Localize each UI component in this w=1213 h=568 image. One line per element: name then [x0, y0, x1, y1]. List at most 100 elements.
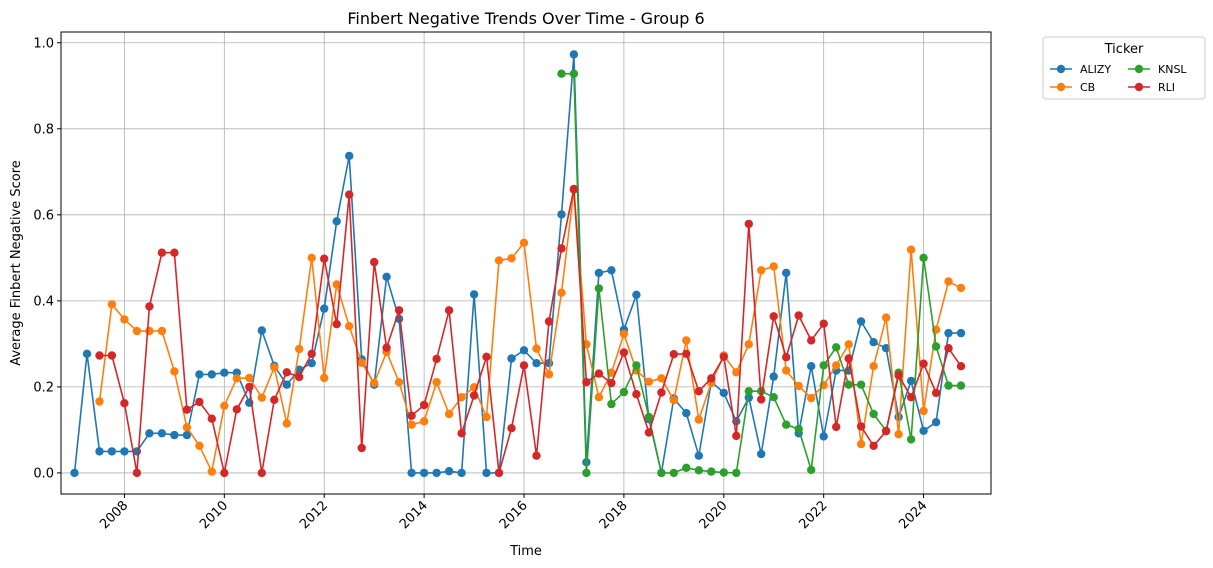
data-point-cb — [182, 423, 192, 432]
data-point-alizy — [694, 451, 703, 460]
legend-title: Ticker — [1104, 42, 1144, 57]
data-point-rli — [632, 390, 641, 399]
data-point-knsl — [906, 435, 916, 444]
legend-marker — [1056, 82, 1066, 92]
data-point-cb — [307, 253, 316, 262]
data-point-cb — [157, 326, 167, 336]
data-point-alizy — [195, 370, 204, 379]
data-point-alizy — [782, 268, 791, 278]
data-point-alizy — [95, 447, 104, 456]
data-point-cb — [232, 374, 241, 383]
data-point-cb — [694, 415, 703, 424]
data-point-cb — [220, 401, 229, 410]
data-point-alizy — [407, 468, 416, 478]
data-point-rli — [120, 399, 129, 408]
data-point-alizy — [507, 354, 516, 363]
data-point-knsl — [694, 466, 703, 475]
series-line-rli — [99, 188, 962, 474]
data-point-alizy — [819, 432, 828, 441]
data-point-rli — [557, 244, 566, 253]
data-point-cb — [532, 344, 541, 353]
data-point-alizy — [769, 372, 778, 381]
data-point-knsl — [782, 420, 791, 429]
data-point-knsl — [619, 387, 629, 397]
data-point-rli — [432, 354, 441, 364]
legend-marker — [1056, 64, 1066, 74]
data-point-cb — [457, 393, 466, 402]
data-point-knsl — [707, 467, 716, 476]
data-point-rli — [757, 395, 766, 404]
data-point-alizy — [220, 368, 229, 377]
series-rli — [95, 184, 966, 478]
data-point-rli — [145, 302, 154, 311]
data-point-cb — [557, 288, 566, 297]
data-point-alizy — [919, 426, 928, 435]
series-layer — [70, 50, 966, 478]
chart-title: Finbert Negative Trends Over Time - Grou… — [347, 9, 704, 28]
data-point-cb — [956, 283, 966, 293]
data-point-rli — [457, 429, 466, 438]
data-point-knsl — [769, 393, 778, 402]
data-point-rli — [944, 344, 953, 353]
data-point-cb — [844, 340, 853, 349]
data-point-knsl — [557, 69, 566, 78]
data-point-alizy — [332, 217, 341, 226]
data-point-rli — [357, 443, 366, 453]
data-point-rli — [657, 388, 666, 397]
data-point-alizy — [257, 326, 266, 335]
data-point-cb — [881, 313, 891, 322]
data-point-rli — [544, 317, 554, 326]
data-point-alizy — [482, 468, 491, 478]
data-point-rli — [894, 371, 903, 380]
data-point-alizy — [532, 359, 541, 368]
data-point-cb — [919, 406, 928, 416]
data-point-cb — [95, 397, 104, 406]
data-point-alizy — [157, 429, 167, 438]
data-point-knsl — [944, 381, 953, 390]
data-point-cb — [906, 245, 916, 254]
data-point-rli — [245, 382, 254, 392]
data-point-alizy — [956, 328, 966, 338]
data-point-alizy — [869, 338, 878, 347]
data-point-rli — [569, 184, 579, 194]
y-tick-label: 0.0 — [33, 466, 54, 481]
legend-label: CB — [1080, 81, 1095, 94]
data-point-rli — [407, 411, 416, 420]
data-point-alizy — [557, 210, 566, 219]
data-point-cb — [644, 377, 654, 386]
data-point-rli — [906, 393, 916, 402]
data-point-alizy — [931, 418, 941, 427]
data-point-knsl — [919, 253, 928, 262]
data-point-rli — [931, 388, 941, 398]
data-point-rli — [270, 395, 279, 404]
data-point-rli — [257, 468, 266, 478]
data-point-alizy — [419, 468, 429, 478]
data-point-alizy — [457, 468, 466, 478]
data-point-rli — [619, 348, 629, 357]
data-point-rli — [832, 422, 841, 432]
data-point-knsl — [644, 412, 654, 422]
data-point-cb — [132, 326, 142, 336]
data-point-rli — [370, 257, 379, 267]
data-point-cb — [357, 358, 366, 367]
data-point-rli — [320, 254, 329, 263]
data-point-rli — [694, 387, 703, 396]
data-point-cb — [145, 326, 154, 336]
data-point-rli — [469, 391, 479, 400]
data-point-cb — [769, 262, 778, 271]
data-point-rli — [195, 397, 204, 407]
data-point-knsl — [819, 361, 828, 370]
data-point-alizy — [719, 388, 728, 398]
data-point-alizy — [881, 344, 891, 353]
data-point-knsl — [657, 468, 666, 478]
y-tick-label: 1.0 — [33, 36, 54, 51]
data-point-rli — [682, 349, 691, 358]
data-point-knsl — [582, 468, 591, 478]
legend-item-alizy: ALIZY — [1050, 63, 1111, 76]
data-point-cb — [944, 277, 953, 286]
data-point-cb — [257, 393, 266, 402]
data-point-cb — [320, 373, 329, 383]
data-point-knsl — [807, 465, 816, 475]
data-point-knsl — [669, 468, 678, 478]
